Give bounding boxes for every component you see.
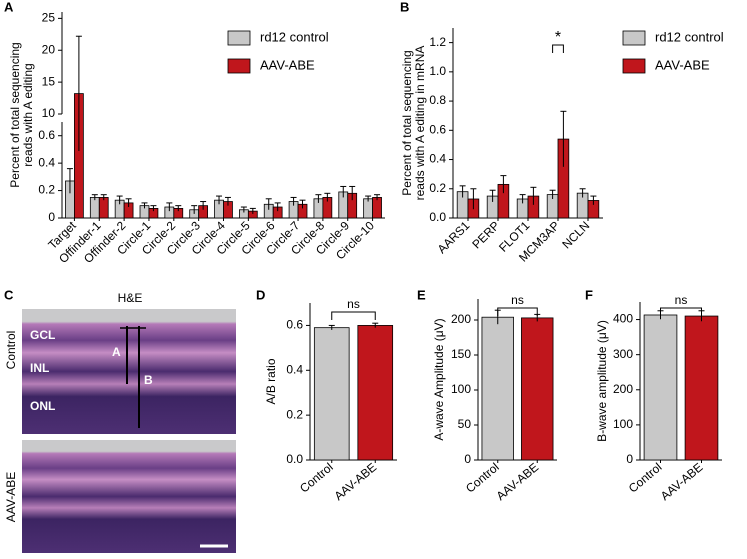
panel-letter: E [417, 287, 426, 302]
histology-image [22, 440, 236, 553]
panel-letter: C [4, 287, 14, 302]
bar [521, 317, 554, 461]
y-tick-label: 100 [451, 382, 471, 396]
y-tick-label: 0.0 [286, 452, 303, 466]
significance-bracket [552, 44, 564, 53]
y-tick-label: 0.8 [429, 93, 446, 107]
legend-swatch [622, 30, 646, 46]
histology-title: H&E [118, 291, 143, 305]
y-tick-label: 0 [626, 452, 633, 466]
y-tick-label: 0.2 [38, 183, 55, 197]
significance-bracket [660, 307, 702, 316]
y-tick-label: 0.0 [429, 210, 446, 224]
significance-label: ns [675, 293, 688, 307]
panel-letter: F [585, 287, 593, 302]
y-tick-label: 15 [42, 74, 56, 88]
bar [357, 325, 394, 461]
y-axis-title: B-wave amplitude (μV) [595, 320, 609, 442]
significance-bracket [331, 311, 376, 320]
y-tick-label: 20 [42, 42, 56, 56]
y-tick-label: 0.6 [286, 318, 303, 332]
layer-label: GCL [30, 328, 55, 342]
x-tick-label: AAV-ABE [332, 460, 380, 503]
histology-image [22, 309, 236, 434]
y-tick-label: 50 [458, 417, 472, 431]
panel-letter: A [4, 0, 14, 14]
y-tick-label: 0.6 [38, 128, 55, 142]
row-label: AAV-ABE [4, 472, 18, 522]
arrow-label: A [112, 345, 121, 359]
significance-label: * [555, 29, 561, 46]
y-tick-label: 300 [613, 347, 633, 361]
legend-swatch [227, 30, 251, 46]
y-tick-label: 10 [42, 106, 56, 120]
bar [684, 315, 719, 461]
y-tick-label: 200 [613, 382, 633, 396]
legend-swatch [227, 58, 251, 74]
significance-bracket [497, 307, 538, 316]
y-tick-label: 1.2 [429, 35, 446, 49]
y-tick-label: 0.4 [429, 152, 446, 166]
bar [313, 327, 350, 461]
panel-letter: D [256, 287, 265, 302]
y-axis-title: reads with A editing in mRNA [413, 46, 427, 201]
y-axis-title: reads with A editing [21, 63, 35, 166]
arrow-label: B [144, 373, 153, 387]
y-tick-label: 0.4 [286, 362, 303, 376]
legend-swatch [622, 58, 646, 74]
y-tick-label: 200 [451, 312, 471, 326]
bar [372, 197, 382, 219]
legend-label: AAV-ABE [655, 57, 710, 72]
y-tick-label: 1.0 [429, 64, 446, 78]
y-tick-label: 0 [48, 210, 55, 224]
y-tick-label: 0.6 [429, 122, 446, 136]
legend-label: rd12 control [260, 29, 329, 44]
y-tick-label: 150 [451, 347, 471, 361]
x-tick-label: AAV-ABE [494, 460, 542, 503]
layer-label: INL [30, 361, 49, 375]
legend-label: AAV-ABE [260, 57, 315, 72]
y-axis-title: A-wave Amplitude (μV) [432, 318, 446, 440]
panel-letter: B [400, 0, 409, 14]
y-tick-label: 25 [42, 11, 56, 25]
legend-label: rd12 control [655, 29, 724, 44]
bar [643, 314, 678, 461]
row-label: Control [4, 331, 18, 370]
x-tick-label: AAV-ABE [658, 460, 706, 503]
x-tick-label: NCLN [559, 218, 592, 251]
y-tick-label: 400 [613, 312, 633, 326]
y-tick-label: 0 [464, 452, 471, 466]
significance-label: ns [511, 293, 524, 307]
y-tick-label: 100 [613, 417, 633, 431]
bar [481, 316, 514, 461]
significance-label: ns [347, 297, 360, 311]
y-tick-label: 0.4 [38, 155, 55, 169]
layer-label: ONL [30, 399, 55, 413]
y-axis-title: Percent of total sequencing [8, 42, 22, 187]
bar [363, 198, 373, 219]
bar [89, 197, 100, 219]
y-axis-title: A/B ratio [264, 358, 278, 404]
y-tick-label: 0.2 [286, 407, 303, 421]
y-tick-label: 0.2 [429, 181, 446, 195]
y-axis-title: Percent of total sequencing [400, 50, 414, 195]
bar [98, 197, 109, 219]
